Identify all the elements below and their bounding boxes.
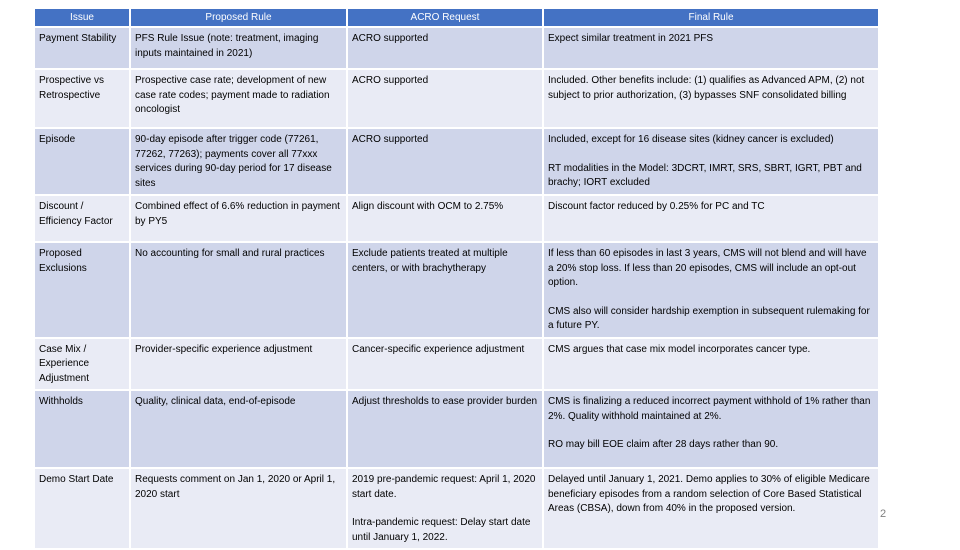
cell-text: Included, except for 16 disease sites (k… — [548, 134, 834, 145]
final-rule-cell: Expect similar treatment in 2021 PFS — [544, 28, 878, 68]
issue-cell: Case Mix / Experience Adjustment — [35, 338, 129, 389]
table-row: Payment Stability PFS Rule Issue (note: t… — [35, 28, 878, 68]
cell-text: Included. Other benefits include: (1) qu… — [548, 75, 865, 101]
acro-request-cell: Align discount with OCM to 2.75% — [348, 196, 542, 241]
table-row: Discount / Efficiency Factor Combined eff… — [35, 196, 878, 241]
proposed-rule-cell: Requests comment on Jan 1, 2020 or April… — [131, 469, 346, 548]
proposed-rule-cell: No accounting for small and rural practi… — [131, 243, 346, 337]
cell-text: Episode — [39, 134, 76, 145]
cell-text: ACRO supported — [352, 134, 429, 145]
cell-text: Withholds — [39, 396, 83, 407]
header-row: Issue Proposed Rule ACRO Request Final R… — [35, 9, 878, 26]
cell-text: Prospective case rate; development of ne… — [135, 75, 330, 115]
proposed-rule-cell: Provider-specific experience adjustment — [131, 338, 346, 389]
cell-text: RT modalities in the Model: 3DCRT, IMRT,… — [548, 162, 862, 189]
acro-request-cell: ACRO supported — [348, 70, 542, 127]
cell-text: ACRO supported — [352, 75, 429, 86]
acro-request-cell: ACRO supported — [348, 129, 542, 194]
cell-text: Requests comment on Jan 1, 2020 or April… — [135, 474, 336, 500]
issue-cell: Withholds — [35, 391, 129, 467]
proposed-rule-cell: Prospective case rate; development of ne… — [131, 70, 346, 127]
header-proposed-rule: Proposed Rule — [131, 9, 346, 26]
cell-text: 90-day episode after trigger code (77261… — [135, 134, 332, 189]
header-acro-request: ACRO Request — [348, 9, 542, 26]
table-row: Proposed Exclusions No accounting for sma… — [35, 243, 878, 337]
cell-text: Delayed until January 1, 2021. Demo appl… — [548, 474, 870, 514]
issue-cell: Payment Stability — [35, 28, 129, 68]
final-rule-cell: CMS is finalizing a reduced incorrect pa… — [544, 391, 878, 467]
cell-text: Expect similar treatment in 2021 PFS — [548, 33, 714, 44]
proposed-rule-cell: PFS Rule Issue (note: treatment, imaging… — [131, 28, 346, 68]
cell-text: RO may bill EOE claim after 28 days rath… — [548, 439, 779, 450]
cell-text: PFS Rule Issue (note: treatment, imaging… — [135, 33, 319, 59]
cell-text: Provider-specific experience adjustment — [135, 343, 313, 355]
cell-text: Discount factor reduced by 0.25% for PC … — [548, 201, 765, 212]
comparison-table: Issue Proposed Rule ACRO Request Final R… — [33, 7, 880, 550]
cell-text: Adjust thresholds to ease provider burde… — [352, 396, 538, 407]
cell-text: If less than 60 episodes in last 3 years… — [548, 248, 867, 288]
cell-text: Align discount with OCM to 2.75% — [352, 201, 504, 212]
cell-text: Exclude patients treated at multiple cen… — [352, 248, 508, 274]
cell-text: CMS argues that case mix model incorpora… — [548, 343, 811, 355]
acro-request-cell: Exclude patients treated at multiple cen… — [348, 243, 542, 337]
cell-text: ACRO supported — [352, 33, 429, 44]
page-number: 2 — [880, 508, 887, 520]
cell-text: Prospective vs Retrospective — [39, 75, 105, 101]
header-final-rule: Final Rule — [544, 9, 878, 26]
proposed-rule-cell: Combined effect of 6.6% reduction in pay… — [131, 196, 346, 241]
acro-request-cell: 2019 pre-pandemic request: April 1, 2020… — [348, 469, 542, 548]
issue-cell: Discount / Efficiency Factor — [35, 196, 129, 241]
cell-text: Cancer-specific experience adjustment — [352, 343, 525, 355]
cell-text: Combined effect of 6.6% reduction in pay… — [135, 201, 340, 227]
acro-request-cell: Cancer-specific experience adjustment — [348, 338, 542, 389]
final-rule-cell: If less than 60 episodes in last 3 years… — [544, 243, 878, 337]
table-row: Episode 90-day episode after trigger code… — [35, 129, 878, 194]
header-issue: Issue — [35, 9, 129, 26]
cell-text: Payment Stability — [39, 33, 117, 44]
proposed-rule-cell: 90-day episode after trigger code (77261… — [131, 129, 346, 194]
table-row: Demo Start Date Requests comment on Jan 1… — [35, 469, 878, 548]
issue-cell: Episode — [35, 129, 129, 194]
cell-text: CMS is finalizing a reduced incorrect pa… — [548, 396, 871, 422]
cell-text: CMS also will consider hardship exemptio… — [548, 305, 870, 332]
acro-request-cell: ACRO supported — [348, 28, 542, 68]
final-rule-cell: CMS argues that case mix model incorpora… — [544, 338, 878, 389]
issue-cell: Demo Start Date — [35, 469, 129, 548]
cell-text: Discount / Efficiency Factor — [39, 201, 113, 227]
table-row: Prospective vs Retrospective Prospective … — [35, 70, 878, 127]
cell-text: No accounting for small and rural practi… — [135, 248, 325, 259]
cell-text: Intra-pandemic request: Delay start date… — [352, 517, 531, 543]
issue-cell: Proposed Exclusions — [35, 243, 129, 337]
table-row: Case Mix / Experience Adjustment Provider… — [35, 338, 878, 389]
acro-request-cell: Adjust thresholds to ease provider burde… — [348, 391, 542, 467]
issue-cell: Prospective vs Retrospective — [35, 70, 129, 127]
final-rule-cell: Delayed until January 1, 2021. Demo appl… — [544, 469, 878, 548]
final-rule-cell: Included. Other benefits include: (1) qu… — [544, 70, 878, 127]
table-row: Withholds Quality, clinical data, end-of-… — [35, 391, 878, 467]
final-rule-cell: Included, except for 16 disease sites (k… — [544, 129, 878, 194]
cell-text: 2019 pre-pandemic request: April 1, 2020… — [352, 474, 536, 500]
cell-text: Case Mix / Experience Adjustment — [39, 343, 90, 384]
final-rule-cell: Discount factor reduced by 0.25% for PC … — [544, 196, 878, 241]
cell-text: Quality, clinical data, end-of-episode — [135, 396, 296, 407]
cell-text: Demo Start Date — [39, 474, 114, 485]
cell-text: Proposed Exclusions — [39, 248, 87, 274]
proposed-rule-cell: Quality, clinical data, end-of-episode — [131, 391, 346, 467]
